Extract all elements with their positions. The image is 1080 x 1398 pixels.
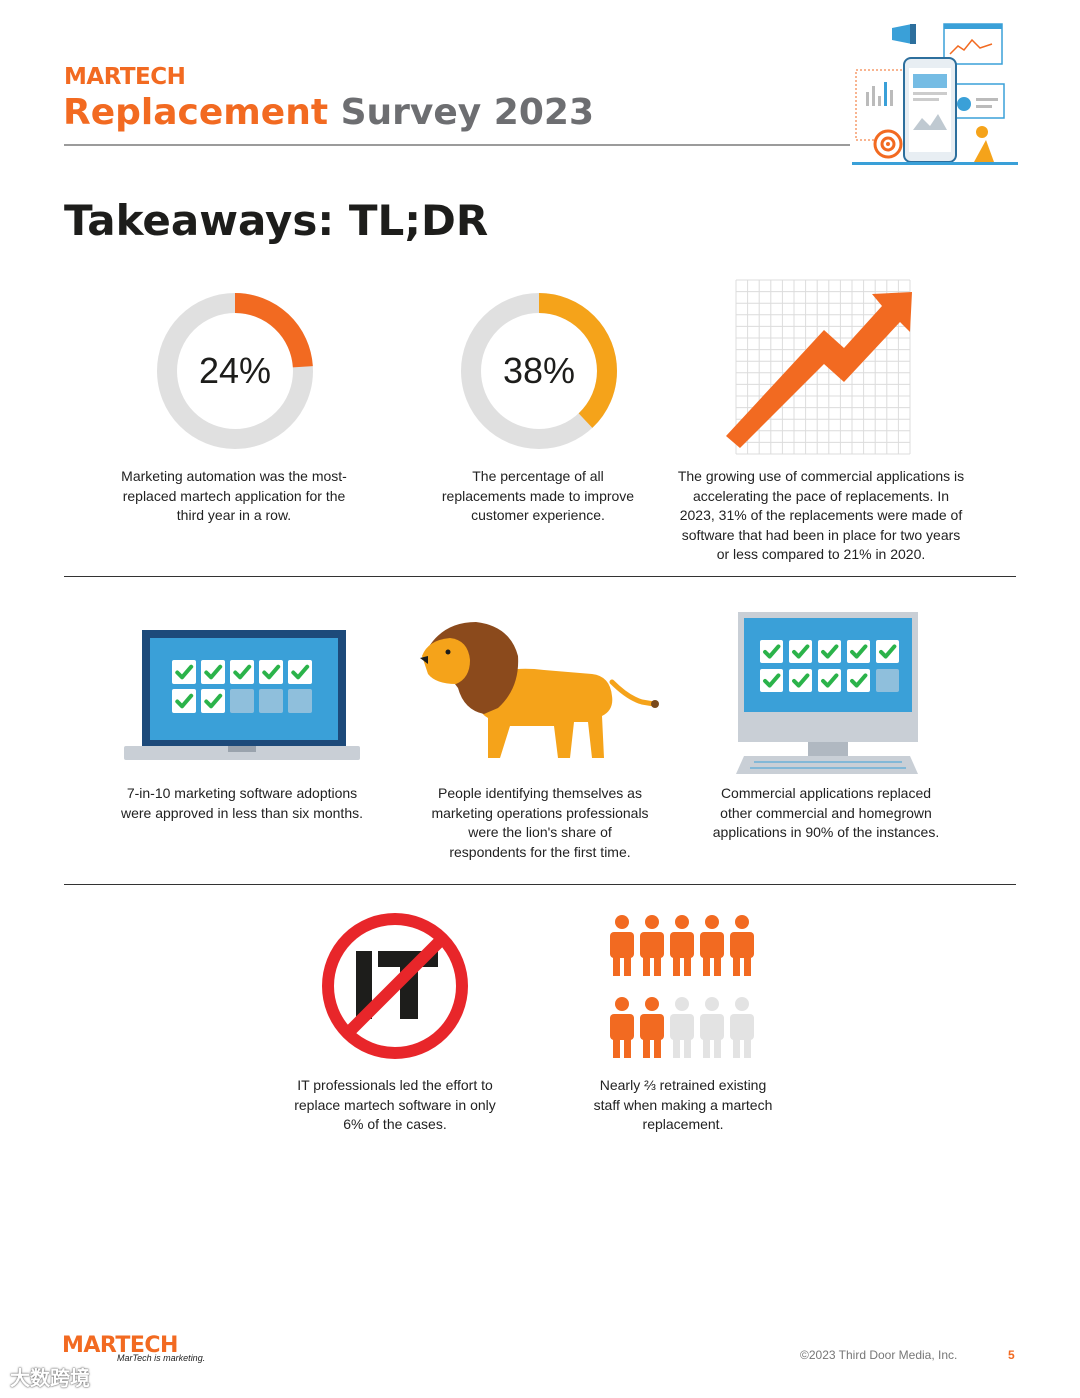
- retrained-staff-caption: Nearly ⅔ retrained existing staff when m…: [593, 1077, 773, 1132]
- commercial-growth-caption: The growing use of commercial applicatio…: [677, 468, 965, 562]
- marketing-dashboard-illustration: [852, 23, 1018, 165]
- report-title-part2: Survey 2023: [340, 92, 594, 133]
- check-mark-icon: [763, 673, 781, 688]
- person-highlighted-icon: [640, 997, 664, 1058]
- check-mark-icon: [763, 644, 781, 659]
- check-mark-icon: [821, 644, 839, 659]
- page-number: 5: [1008, 1348, 1015, 1362]
- check-mark-icon: [821, 673, 839, 688]
- person-highlighted-icon: [610, 915, 634, 976]
- footer-brand-logo: MARTECH: [62, 1333, 178, 1358]
- donut-value-arc: [461, 293, 617, 449]
- it-led-caption: IT professionals led the effort to repla…: [294, 1077, 496, 1132]
- people-group-icon: [610, 915, 754, 1058]
- empty-box: [288, 689, 312, 713]
- empty-box: [259, 689, 283, 713]
- check-mark-icon: [850, 673, 868, 688]
- automation-donut-chart: 24%: [157, 293, 313, 449]
- customer-experience-donut-chart: 38%: [461, 293, 617, 449]
- automation-caption: Marketing automation was the most-replac…: [121, 468, 347, 523]
- brand-logo: MARTECH: [64, 64, 186, 90]
- check-mark-icon: [233, 664, 252, 680]
- donut-value-arc: [157, 293, 313, 449]
- no-it-icon: [322, 913, 468, 1059]
- person-icon: [670, 997, 694, 1058]
- desktop-checklist-icon: [736, 612, 918, 774]
- section-heading: Takeaways: TL;DR: [64, 196, 489, 245]
- check-mark-icon: [175, 664, 194, 680]
- person-highlighted-icon: [730, 915, 754, 976]
- report-title: Replacement Survey 2023: [63, 92, 594, 133]
- check-mark-icon: [204, 664, 223, 680]
- check-mark-icon: [291, 664, 310, 680]
- check-mark-icon: [204, 693, 223, 709]
- copyright-text: ©2023 Third Door Media, Inc.: [800, 1348, 958, 1362]
- marketing-ops-caption: People identifying themselves as marketi…: [431, 785, 649, 860]
- adoptions-caption: 7-in-10 marketing software adoptions wer…: [120, 785, 363, 821]
- check-mark-icon: [792, 644, 810, 659]
- laptop-checklist-icon: [124, 630, 360, 760]
- donut-value-label: 38%: [503, 350, 575, 391]
- trend-arrow-icon: [726, 279, 912, 455]
- empty-box: [230, 689, 254, 713]
- row-divider: [64, 884, 1016, 885]
- person-highlighted-icon: [670, 915, 694, 976]
- report-title-part1: Replacement: [63, 92, 329, 133]
- customer-experience-caption: The percentage of all replacements made …: [441, 468, 635, 523]
- commercial-replaced-caption: Commercial applications replaced other c…: [712, 785, 940, 840]
- check-mark-icon: [175, 693, 194, 709]
- footer-tagline: MarTech is marketing.: [117, 1353, 206, 1363]
- check-mark-icon: [879, 644, 897, 659]
- person-highlighted-icon: [700, 915, 724, 976]
- header-divider: [64, 144, 850, 146]
- donut-value-label: 24%: [199, 350, 271, 391]
- check-mark-icon: [792, 673, 810, 688]
- person-icon: [730, 997, 754, 1058]
- lion-icon: [420, 622, 659, 758]
- person-icon: [700, 997, 724, 1058]
- person-highlighted-icon: [610, 997, 634, 1058]
- watermark: 大数跨境: [10, 1366, 90, 1390]
- empty-box: [876, 669, 899, 692]
- check-mark-icon: [850, 644, 868, 659]
- row-divider: [64, 576, 1016, 577]
- check-mark-icon: [262, 664, 281, 680]
- person-highlighted-icon: [640, 915, 664, 976]
